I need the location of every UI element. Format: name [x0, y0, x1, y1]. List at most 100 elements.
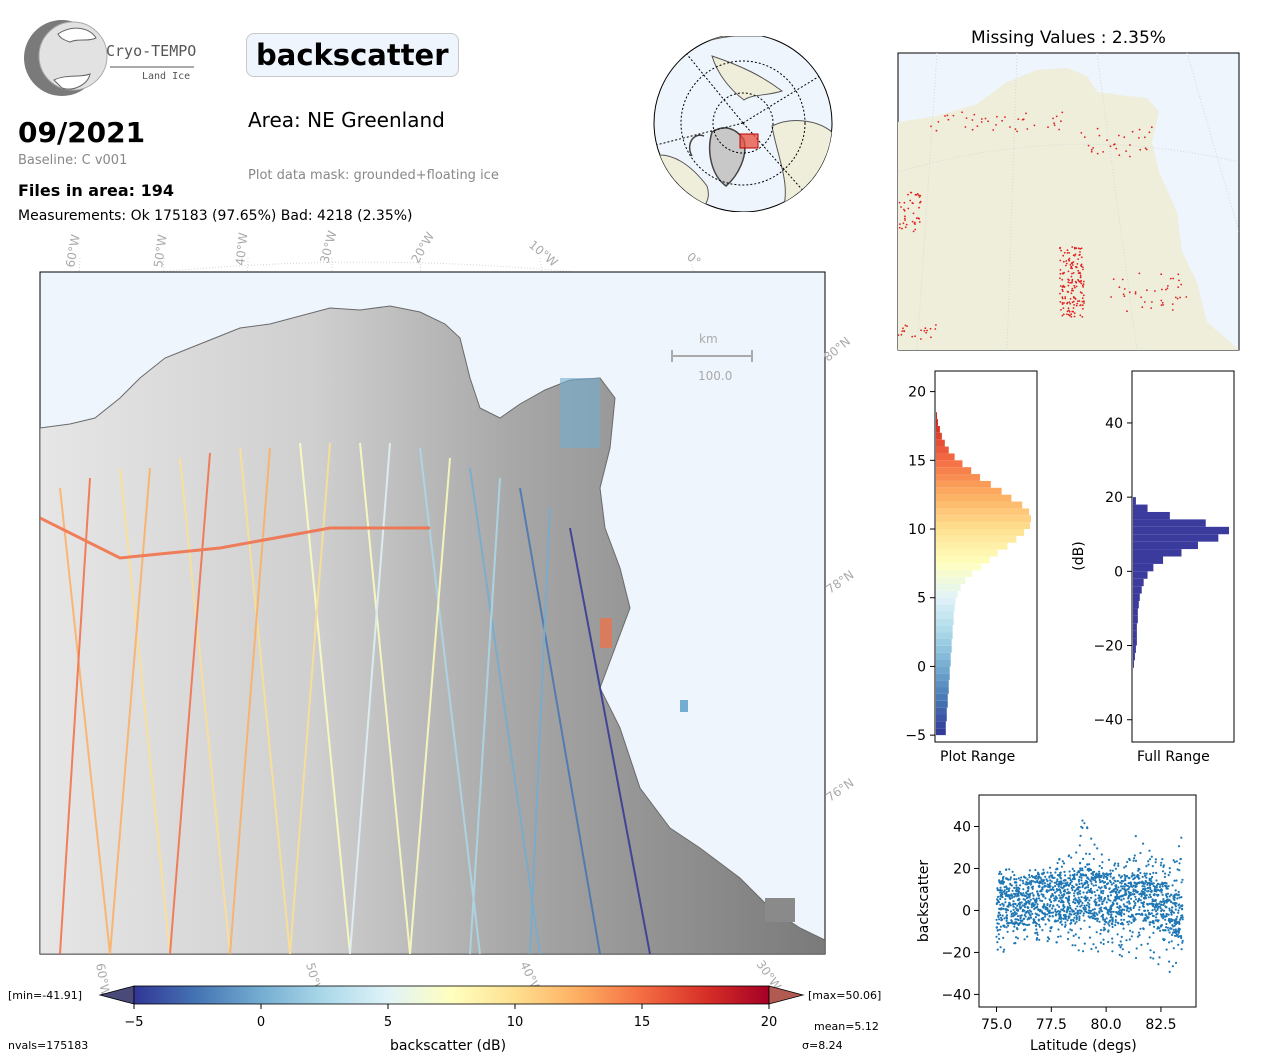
scatter-point [1047, 885, 1050, 888]
scatter-point [1044, 897, 1047, 900]
scatter-point [1042, 879, 1045, 882]
scatter-point [1173, 879, 1176, 882]
scatter-point [1167, 929, 1170, 932]
colorbar-tick-label: 20 [761, 1015, 778, 1030]
missing-point [1075, 304, 1078, 307]
scatter-point [1165, 887, 1168, 890]
scatter-point [1096, 919, 1099, 922]
missing-point [934, 328, 937, 330]
scatter-point [1138, 868, 1141, 871]
missing-point [964, 126, 967, 128]
missing-point [1167, 285, 1169, 287]
missing-point [1160, 299, 1163, 302]
missing-point [1071, 310, 1074, 313]
scatter-point [1181, 941, 1184, 944]
scatter-point [1070, 856, 1073, 859]
scatter-point [1004, 898, 1007, 901]
colorbar-tick-label: 0 [257, 1015, 265, 1030]
scatter-point [1050, 911, 1053, 914]
scatter-point [1134, 859, 1138, 862]
scatter-point [1036, 890, 1039, 893]
scatter-point [1000, 891, 1004, 895]
missing-point [904, 226, 907, 229]
scatter-point [1107, 858, 1111, 861]
scatter-point [1168, 871, 1171, 874]
scatter-point [1064, 921, 1067, 924]
scatter-point [1120, 875, 1124, 878]
scatter-point [1085, 891, 1088, 894]
parameter-title: backscatter [246, 33, 459, 77]
scatter-point [1075, 918, 1078, 921]
scatter-point [1160, 900, 1163, 904]
missing-point [1060, 309, 1062, 311]
scatter-point [1156, 908, 1159, 911]
area-highlight [739, 133, 759, 149]
scatter-point [1178, 922, 1181, 925]
axis-tick-label: 0 [1114, 564, 1123, 580]
scatter-point [1025, 891, 1028, 894]
scatter-point [1119, 906, 1122, 909]
scatter-point [1123, 913, 1126, 916]
scatter-point [1118, 874, 1121, 877]
missing-point [1080, 247, 1083, 250]
scatter-point [1043, 903, 1046, 906]
histogram-bar [1133, 593, 1140, 602]
scatter-point [1177, 929, 1180, 932]
histogram-bar [936, 535, 1017, 543]
scatter-point [1163, 938, 1166, 941]
scatter-point [1016, 904, 1019, 907]
scatter-point [999, 903, 1002, 906]
scatter-point [1023, 894, 1026, 897]
scatter-point [1096, 917, 1099, 920]
locator-globe [653, 36, 833, 212]
scatter-point [1177, 911, 1180, 914]
scatter-point [1177, 943, 1180, 946]
scatter-point [1067, 855, 1070, 858]
scatter-point [1046, 880, 1049, 883]
axis-tick-label: 20 [908, 385, 926, 401]
scatter-point [1079, 867, 1082, 870]
scatter-point [1057, 910, 1060, 913]
scatter-point [1114, 895, 1117, 898]
scatter-point [1123, 905, 1126, 908]
scatter-point [1066, 897, 1069, 900]
scatter-point [1079, 912, 1082, 915]
missing-point [1109, 145, 1112, 148]
scatter-point [1075, 883, 1078, 887]
missing-point [1067, 258, 1070, 261]
scatter-point [1026, 906, 1030, 910]
missing-point [1172, 277, 1175, 280]
missing-point [916, 193, 919, 195]
scatter-point [1162, 898, 1165, 901]
scatter-point [1099, 932, 1102, 935]
missing-point [1073, 284, 1076, 287]
missing-point [1059, 269, 1062, 271]
missing-point [1072, 307, 1075, 309]
scatter-point [1082, 914, 1085, 917]
histogram-bar [1133, 630, 1137, 639]
scatter-point [1037, 919, 1040, 922]
scatter-point [1058, 880, 1061, 883]
scatter-point [1054, 871, 1057, 874]
scatter-point [1080, 910, 1083, 913]
scatter-point [1084, 865, 1087, 869]
missing-point [1082, 280, 1085, 283]
scatter-point [1162, 915, 1166, 918]
histogram-bar [936, 419, 938, 426]
scatter-point [1062, 917, 1065, 920]
scatter-point [1102, 938, 1105, 941]
scatter-point [1094, 894, 1097, 897]
scatter-point [1166, 892, 1170, 895]
scatter-point [1161, 870, 1165, 873]
scatter-point [1163, 900, 1166, 903]
scatter-point [1133, 881, 1136, 884]
scatter-point [1032, 897, 1035, 900]
scatter-point [1077, 870, 1080, 873]
axis-tick-label: 40 [1105, 416, 1123, 432]
scatter-point [1019, 914, 1022, 917]
missing-point [1069, 264, 1072, 266]
scatter-point [1075, 873, 1079, 876]
missing-point [924, 327, 927, 330]
missing-point [1059, 292, 1061, 295]
missing-point [1160, 273, 1163, 276]
